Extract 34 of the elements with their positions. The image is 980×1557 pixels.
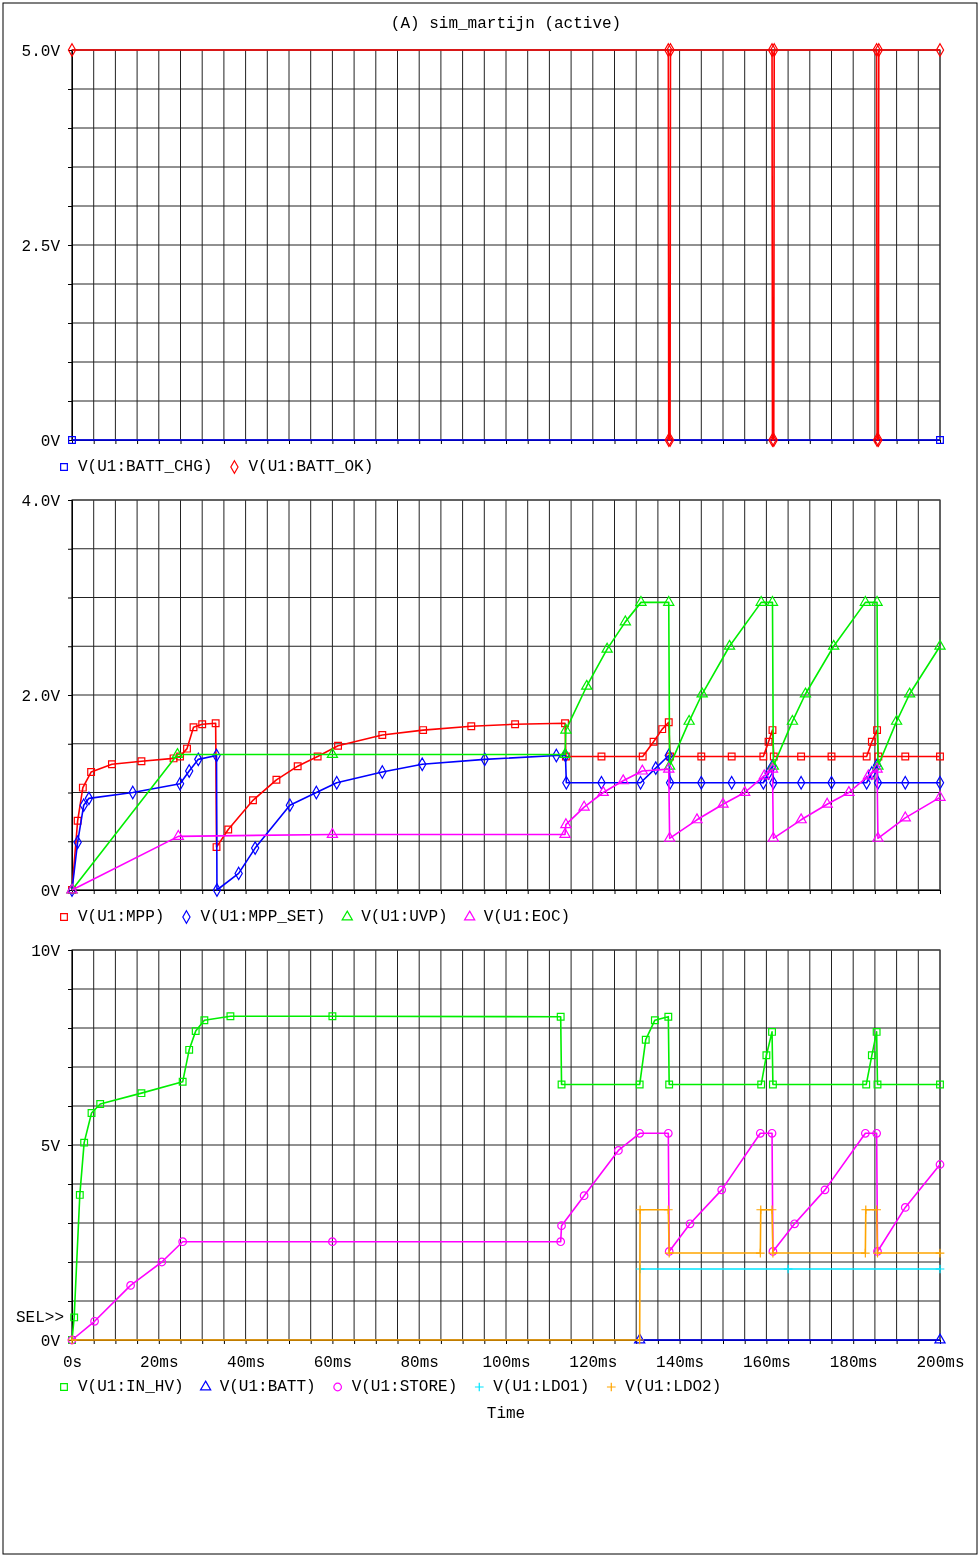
y-tick-label: 0V (40, 1332, 61, 1351)
x-axis-title: Time (486, 1405, 526, 1424)
legend-label: V(U1:IN_HV) (78, 1378, 184, 1397)
chart-title: (A) sim_martijn (active) (390, 15, 622, 34)
x-tick-label: 140ms (656, 1354, 705, 1373)
x-tick-label: 160ms (742, 1354, 791, 1373)
x-tick-label: 60ms (313, 1354, 353, 1373)
y-tick-label: 0V (40, 882, 61, 901)
text: SEL>> (15, 1309, 64, 1328)
legend-label: V(U1:LDO2) (625, 1378, 722, 1397)
legend-label: V(U1:STORE) (351, 1378, 458, 1397)
x-tick-label: 180ms (829, 1354, 878, 1373)
y-tick-label: 0V (40, 432, 61, 451)
legend-label: V(U1:BATT) (219, 1378, 316, 1397)
x-tick-label: 200ms (916, 1354, 965, 1373)
x-tick-label: 100ms (482, 1354, 531, 1373)
y-tick-label: 10V (31, 942, 61, 961)
y-tick-label: 2.5V (21, 237, 61, 256)
legend-label: V(U1:MPP) (78, 908, 165, 927)
y-tick-label: 5V (40, 1137, 61, 1156)
x-tick-label: 20ms (140, 1354, 179, 1373)
x-tick-label: 40ms (226, 1354, 266, 1373)
y-tick-label: 5.0V (21, 42, 61, 61)
legend-label: V(U1:BATT_OK) (248, 458, 374, 477)
x-tick-label: 120ms (569, 1354, 618, 1373)
legend-label: V(U1:MPP_SET) (200, 908, 326, 927)
legend-label: V(U1:BATT_CHG) (78, 458, 213, 477)
y-tick-label: 2.0V (21, 687, 61, 706)
x-tick-label: 0s (62, 1354, 83, 1373)
legend-label: V(U1:EOC) (483, 908, 571, 927)
legend-label: V(U1:LDO1) (493, 1378, 590, 1397)
x-tick-label: 80ms (400, 1354, 439, 1373)
y-tick-label: 4.0V (21, 492, 61, 511)
legend-label: V(U1:UVP) (361, 908, 448, 927)
